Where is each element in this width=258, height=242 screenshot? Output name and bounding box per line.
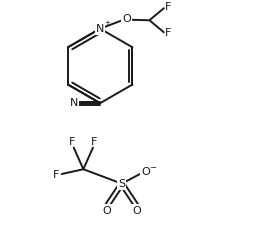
Text: −: − [149, 163, 156, 172]
Text: +: + [104, 20, 110, 26]
Text: F: F [91, 137, 97, 147]
Text: F: F [69, 137, 76, 147]
Text: O: O [122, 14, 131, 24]
Text: N: N [70, 98, 78, 108]
Text: S: S [118, 179, 125, 189]
Text: N: N [96, 24, 104, 34]
Text: O: O [141, 167, 150, 177]
Text: F: F [165, 2, 171, 12]
Text: O: O [133, 205, 141, 216]
Text: O: O [102, 205, 111, 216]
Text: F: F [165, 29, 171, 38]
Text: F: F [53, 170, 60, 180]
